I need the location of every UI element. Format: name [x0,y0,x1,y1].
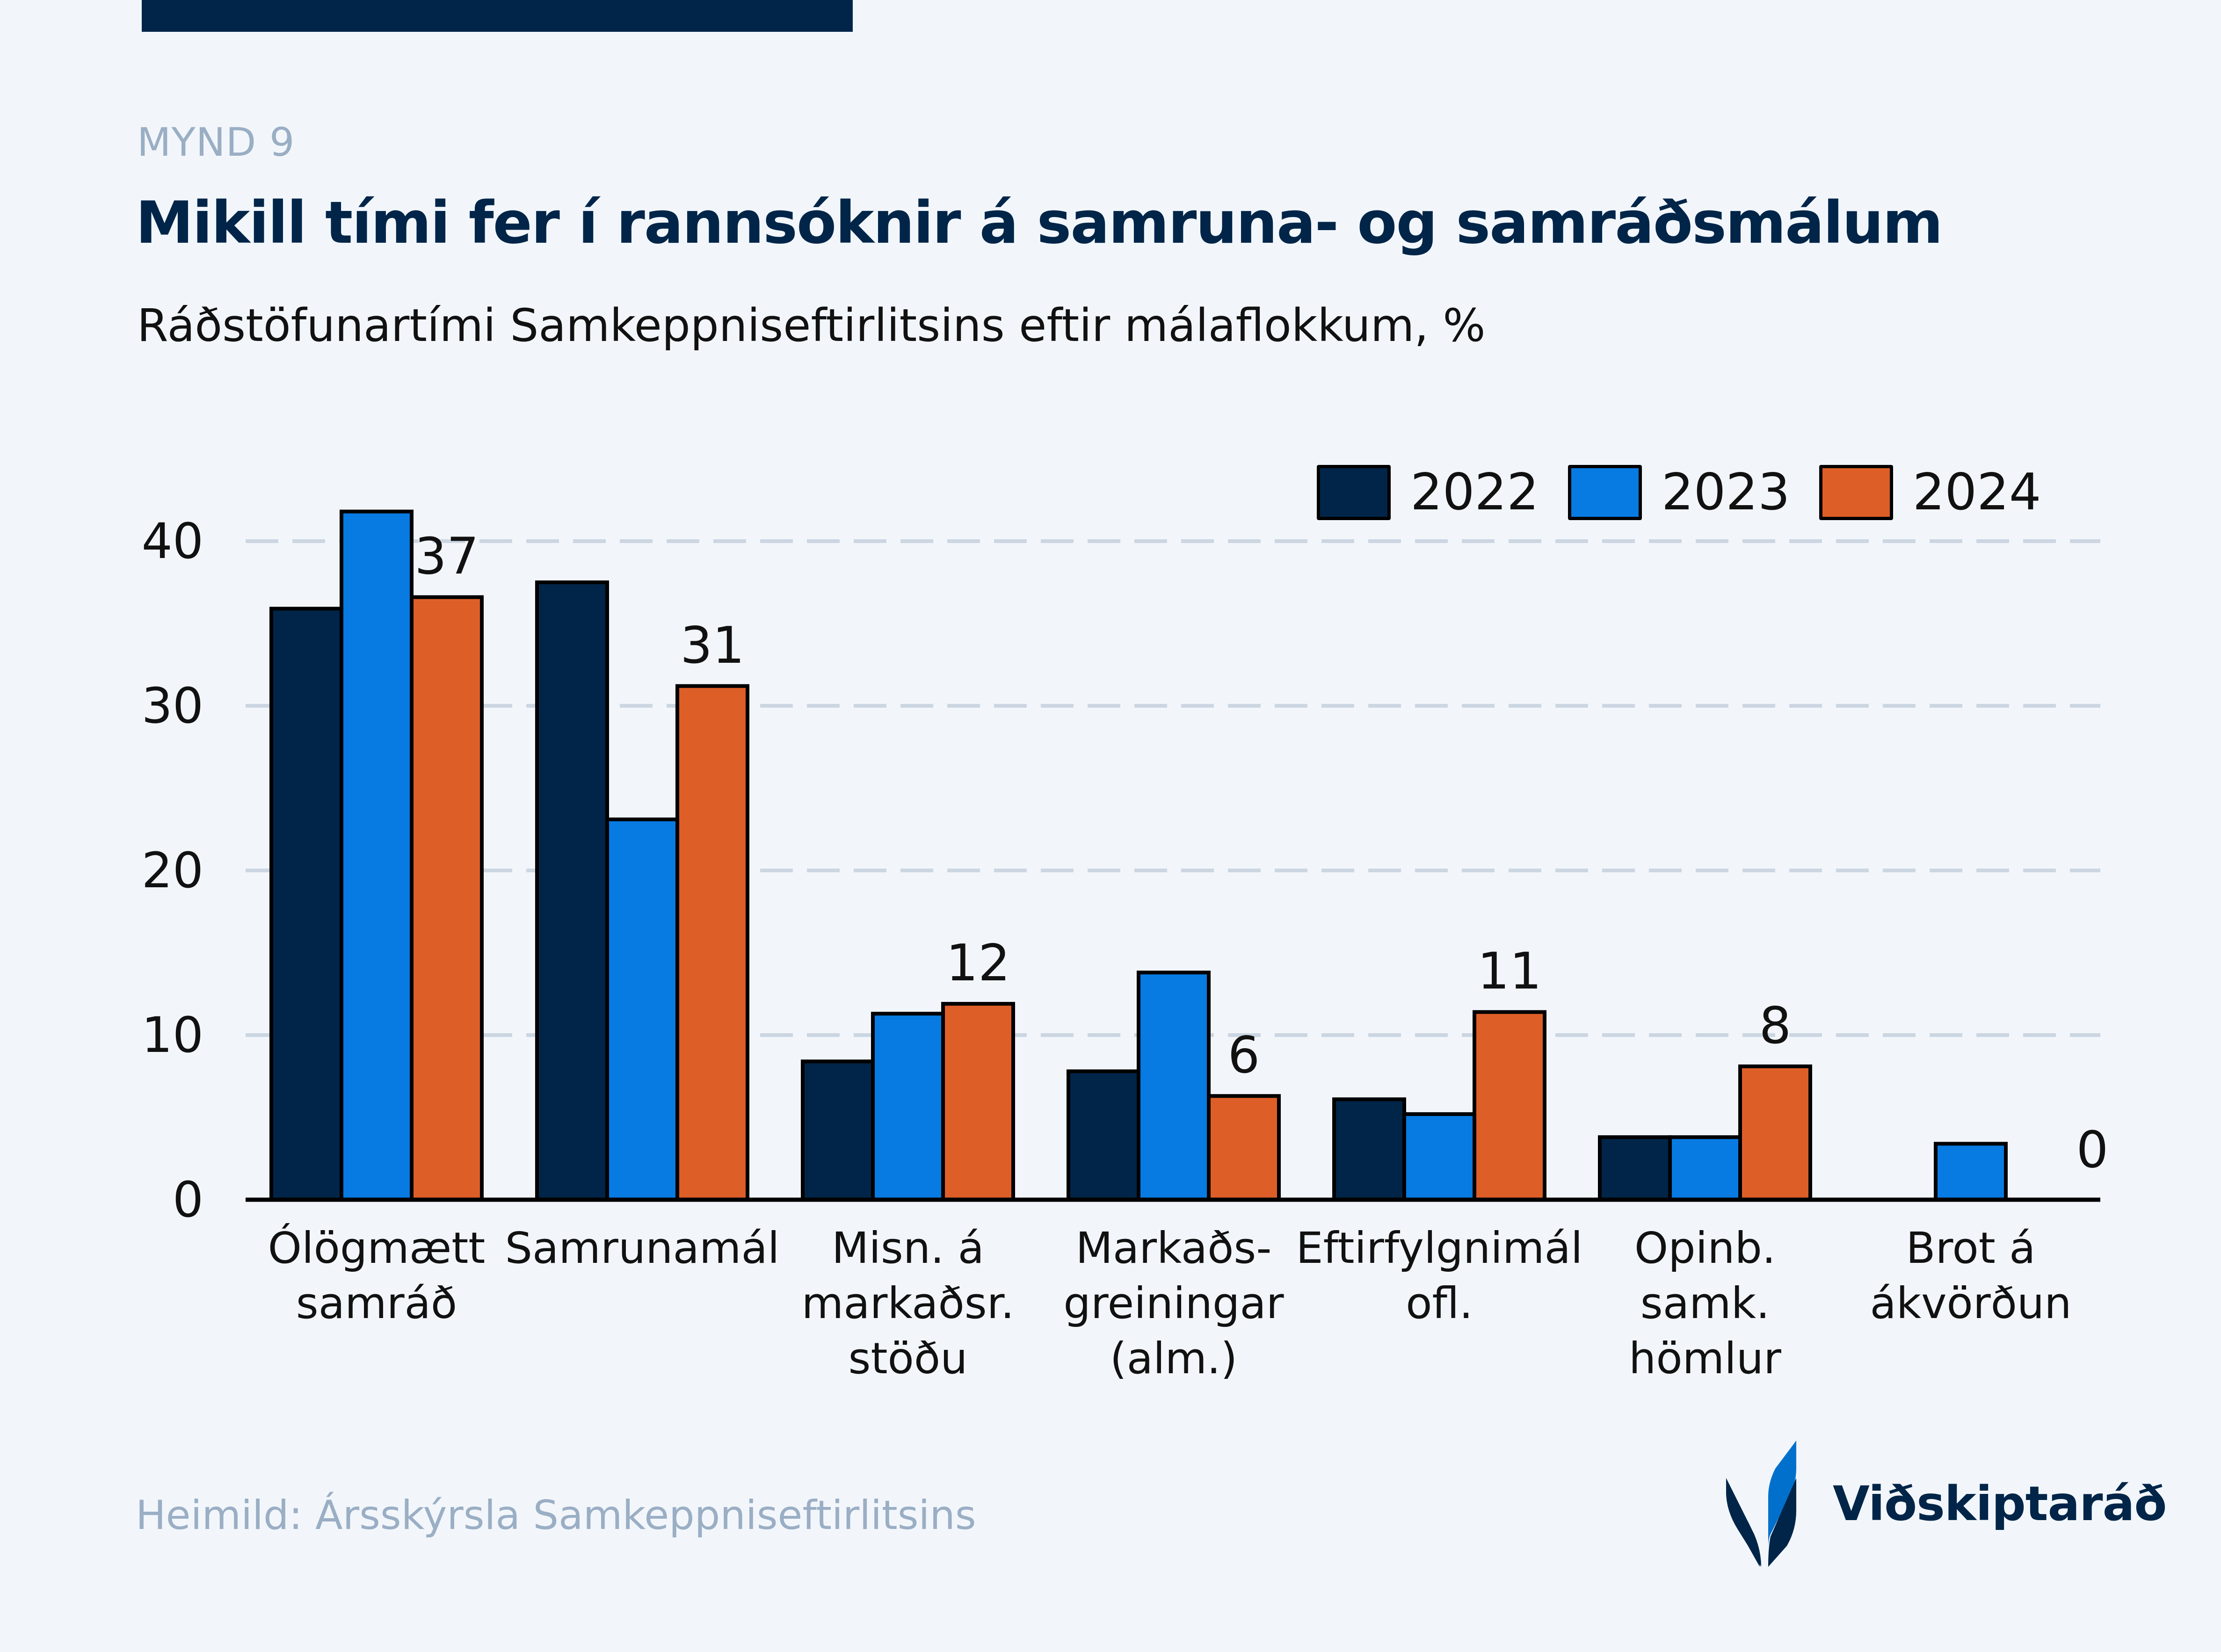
bar-2023-1 [605,817,679,1202]
data-label-5: 8 [1759,997,1792,1055]
bar-2023-2 [871,1012,945,1202]
x-tick-label-0-0: Ólögmætt [268,1222,486,1273]
data-label-2: 12 [946,934,1010,993]
x-tick-label-6-0: Brot á [1906,1223,2036,1273]
legend-swatch-2023 [1568,464,1642,520]
legend: 2022 2023 2024 [1317,463,2070,522]
x-tick-label-3-1: greiningar [1063,1278,1284,1328]
legend-item-2024: 2024 [1819,463,2041,522]
bar-2023-0 [340,509,414,1202]
logo: Viðskiptaráð [1726,1441,2167,1567]
y-tick-label-10: 10 [142,1007,203,1064]
data-label-1: 31 [680,616,744,675]
chart-title: Mikill tími fer í rannsóknir á samruna- … [136,189,1943,257]
legend-label-2024: 2024 [1912,463,2041,522]
x-tick-label-1-0: Samrunamál [505,1223,780,1273]
legend-label-2022: 2022 [1410,463,1539,522]
bar-2022-5 [1598,1135,1672,1202]
y-tick-label-40: 40 [142,513,203,570]
legend-item-2022: 2022 [1317,463,1539,522]
legend-swatch-2024 [1819,464,1893,520]
source-note: Heimild: Ársskýrsla Samkeppniseftirlitsi… [136,1492,976,1539]
bar-2023-4 [1402,1112,1476,1202]
bar-2024-3 [1207,1094,1281,1202]
bar-2022-0 [269,607,343,1202]
x-tick-label-6-1: ákvörðun [1870,1278,2071,1328]
x-tick-label-3-0: Markaðs- [1075,1223,1271,1273]
data-label-0: 37 [414,528,479,586]
y-tick-label-30: 30 [142,677,203,734]
bar-2023-3 [1137,971,1211,1202]
x-tick-label-5-1: samk. [1640,1278,1770,1328]
bar-2023-5 [1668,1135,1742,1202]
legend-item-2023: 2023 [1568,463,1790,522]
data-label-4: 11 [1477,942,1541,1001]
bar-2022-4 [1332,1097,1406,1202]
top-accent-bar [142,0,853,32]
bar-2024-0 [410,595,484,1202]
bar-2024-1 [675,684,749,1202]
x-tick-label-2-2: stöðu [849,1333,968,1384]
x-tick-label-3-2: (alm.) [1110,1333,1238,1384]
x-tick-label-4-1: ofl. [1406,1278,1473,1328]
y-tick-label-0: 0 [173,1171,203,1228]
chart-subtitle: Ráðstöfunartími Samkeppniseftirlitsins e… [137,299,1486,352]
logo-leaf-icon [1726,1441,1796,1567]
bar-2022-1 [535,580,609,1202]
logo-text: Viðskiptaráð [1833,1476,2167,1532]
y-tick-label-20: 20 [142,842,203,899]
bar-2022-3 [1067,1069,1140,1202]
x-tick-label-2-1: markaðsr. [802,1278,1015,1328]
figure-number: MYND 9 [137,119,295,165]
data-label-3: 6 [1228,1026,1260,1085]
legend-swatch-2022 [1317,464,1391,520]
x-tick-label-5-2: hömlur [1629,1333,1781,1384]
legend-label-2023: 2023 [1661,463,1790,522]
x-tick-label-2-0: Misn. á [832,1223,984,1273]
x-tick-label-5-0: Opinb. [1634,1223,1776,1273]
data-label-6: 0 [2076,1121,2109,1179]
x-tick-label-0-1: samráð [296,1278,457,1328]
x-tick-label-4-0: Eftirfylgnimál [1296,1223,1583,1273]
bar-2022-2 [801,1059,875,1202]
bar-2024-5 [1738,1064,1812,1202]
bar-2023-6 [1934,1142,2008,1202]
bar-2024-2 [941,1002,1015,1202]
bar-2024-4 [1473,1010,1546,1202]
